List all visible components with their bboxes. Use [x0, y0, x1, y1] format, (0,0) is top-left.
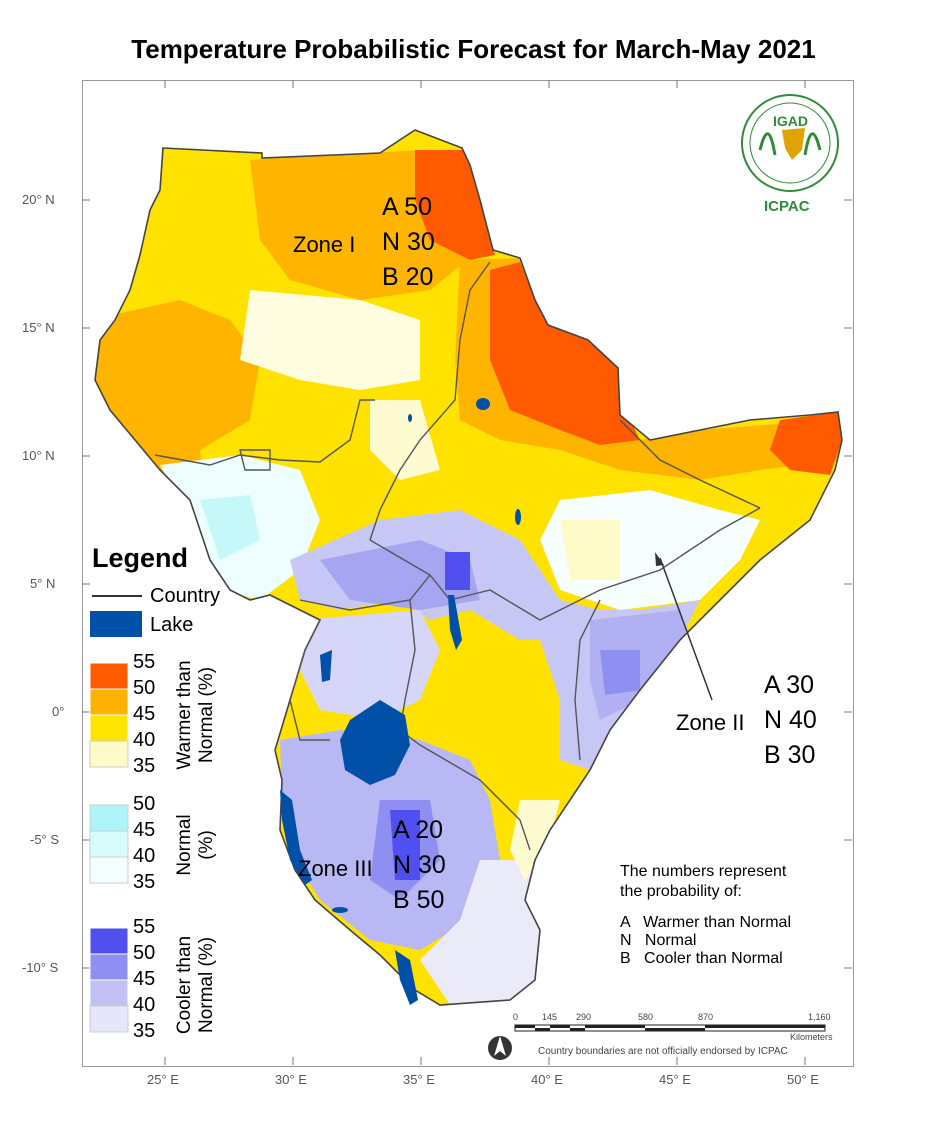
scale-tick-1160: 1,160 — [808, 1012, 831, 1022]
zone2-arrow — [655, 552, 713, 701]
zone1-b: B 20 — [382, 263, 434, 291]
scale-tick-870: 870 — [698, 1012, 714, 1022]
lon-label-45e: 45° E — [659, 1072, 691, 1087]
lakes — [280, 398, 521, 1005]
region-outline — [94, 129, 843, 1006]
warmer-value-50: 50 — [133, 677, 156, 699]
legend-lake-swatch — [90, 611, 142, 637]
note-a: A Warmer than Normal — [620, 914, 792, 931]
normal-value-45: 45 — [133, 819, 156, 841]
zone3-b: B 50 — [393, 886, 445, 914]
igad-logo — [741, 94, 839, 192]
zone3-name: Zone III — [298, 856, 373, 881]
legend-lake-label: Lake — [150, 614, 194, 636]
lat-label-10n: 10° N — [22, 448, 55, 463]
lat-label-0: 0° — [52, 704, 65, 719]
cooler-value-35: 35 — [133, 1020, 156, 1042]
scale-tick-0: 0 — [513, 1012, 519, 1022]
cooler-value-55: 55 — [133, 916, 156, 938]
country-borders — [154, 261, 761, 851]
lat-label-15n: 15° N — [22, 320, 55, 335]
note-b: B Cooler than Normal — [620, 950, 783, 967]
note-line2: the probability of: — [620, 883, 742, 900]
zone2-name: Zone II — [676, 710, 745, 735]
normal-value-40: 40 — [133, 845, 156, 867]
lon-label-25e: 25° E — [147, 1072, 179, 1087]
warmer-value-55: 55 — [133, 651, 156, 673]
lon-label-30e: 30° E — [275, 1072, 307, 1087]
legend-cooler-label: Cooler than Normal (%) — [174, 935, 217, 1035]
zone1-n: N 30 — [382, 228, 435, 256]
zone1-name: Zone I — [293, 232, 356, 257]
note-line1: The numbers represent — [620, 863, 787, 880]
lon-label-40e: 40° E — [531, 1072, 563, 1087]
legend-normal-swatches — [89, 804, 129, 884]
lat-label-20n: 20° N — [22, 192, 55, 207]
normal-value-50: 50 — [133, 793, 156, 815]
disclaimer: Country boundaries are not officially en… — [538, 1046, 788, 1057]
normal-value-35: 35 — [133, 871, 156, 893]
lat-label-10s: -10° S — [22, 960, 59, 975]
lon-label-50e: 50° E — [787, 1072, 819, 1087]
zone2-b: B 30 — [764, 741, 816, 769]
legend-title: Legend — [92, 543, 189, 573]
zone2-n: N 40 — [764, 706, 817, 734]
zone3-a: A 20 — [393, 816, 444, 844]
warmer-value-35: 35 — [133, 755, 156, 777]
legend-warmer-swatches — [89, 662, 129, 768]
warmer-value-40: 40 — [133, 729, 156, 751]
logo-igad-text: IGAD — [773, 113, 808, 129]
axis-ticks — [82, 80, 852, 1065]
logo-icpac-text: ICPAC — [764, 198, 810, 215]
note-n: N Normal — [620, 932, 697, 949]
zone2-a: A 30 — [764, 671, 815, 699]
lon-label-35e: 35° E — [403, 1072, 435, 1087]
scale-tick-580: 580 — [638, 1012, 654, 1022]
legend-cooler-swatches — [89, 927, 129, 1033]
zone1-a: A 50 — [382, 193, 433, 221]
cooler-value-50: 50 — [133, 942, 156, 964]
scale-bar — [514, 1024, 826, 1032]
scale-tick-145: 145 — [542, 1012, 558, 1022]
scale-tick-290: 290 — [576, 1012, 592, 1022]
scale-unit: Kilometers — [790, 1032, 833, 1042]
cooler-value-45: 45 — [133, 968, 156, 990]
legend-normal-label: Normal (%) — [174, 814, 217, 876]
map-title: Temperature Probabilistic Forecast for M… — [131, 34, 816, 64]
lat-label-5s: -5° S — [30, 832, 60, 847]
warmer-value-45: 45 — [133, 703, 156, 725]
legend-country-label: Country — [150, 585, 221, 607]
legend-warmer-label: Warmer than Normal (%) — [174, 660, 217, 770]
north-arrow — [488, 1036, 512, 1060]
lat-label-5n: 5° N — [30, 576, 56, 591]
cooler-value-40: 40 — [133, 994, 156, 1016]
zone3-n: N 30 — [393, 851, 446, 879]
